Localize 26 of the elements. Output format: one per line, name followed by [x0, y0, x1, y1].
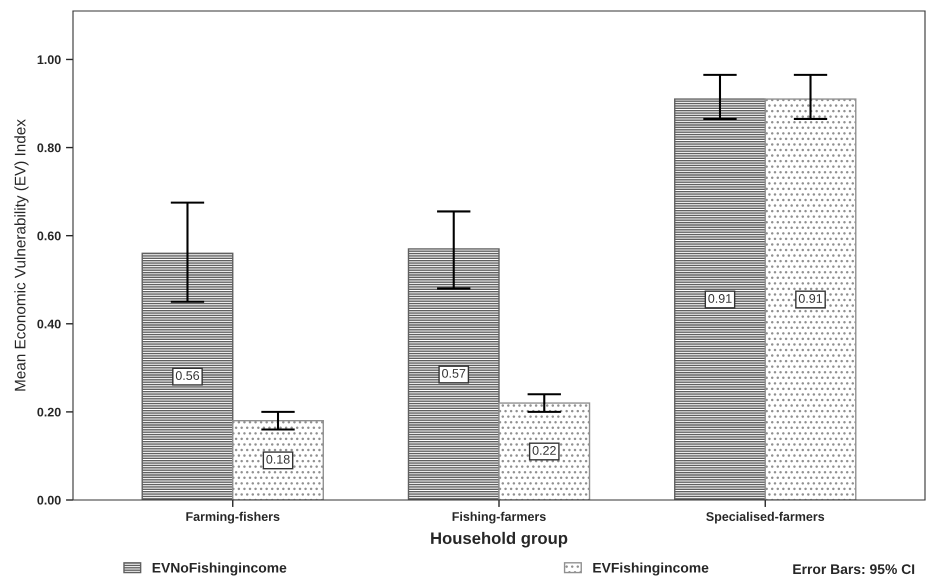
- text: Error Bars: 95% CI: [793, 564, 914, 574]
- bar: [408, 248, 500, 500]
- x-axis-title: Household group: [431, 532, 568, 548]
- data-label: 0.57: [442, 368, 466, 378]
- y-axis-title: Mean Economic Vulnerability (EV) Index: [14, 119, 29, 391]
- legend-label: EVNoFishingincome: [152, 562, 286, 576]
- y-tick-label: 0.60: [37, 231, 61, 240]
- y-tick-label: 0.20: [37, 408, 61, 417]
- data-label: 0.91: [798, 294, 822, 303]
- data-label: 0.22: [532, 446, 556, 455]
- y-tick-label: 0.40: [37, 320, 61, 328]
- legend-label: EVFishingincome: [593, 562, 708, 576]
- x-tick-label: Fishing-farmers: [452, 512, 546, 524]
- data-label: 0.56: [176, 371, 200, 380]
- bar: [232, 420, 324, 500]
- data-label: 0.18: [266, 454, 290, 464]
- y-tick-label: 1.00: [38, 55, 61, 64]
- bar: [764, 98, 856, 500]
- y-tick-label: 0.80: [37, 143, 61, 152]
- data-label: 0.91: [708, 294, 732, 303]
- bar: [674, 98, 766, 500]
- y-tick-label: 0.00: [37, 496, 61, 505]
- bar: [142, 252, 234, 500]
- x-tick-label: Specialised-farmers: [706, 512, 824, 524]
- bar: [498, 402, 590, 500]
- x-tick-label: Farming-fishers: [186, 512, 280, 524]
